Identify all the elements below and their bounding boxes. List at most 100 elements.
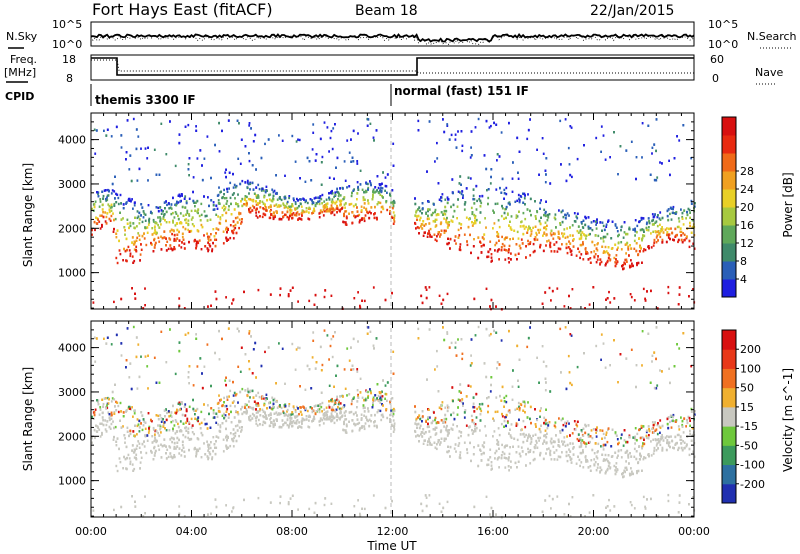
power-cell	[217, 202, 220, 205]
power-cell	[308, 160, 311, 163]
power-cell	[655, 241, 658, 244]
velocity-cell	[348, 359, 351, 362]
power-cell	[93, 203, 96, 206]
power-cell	[222, 230, 225, 233]
power-cell	[348, 212, 350, 215]
power-cell	[243, 290, 245, 294]
power-cell	[112, 212, 114, 215]
power-cell	[651, 213, 654, 216]
velocity-cell	[133, 412, 136, 415]
power-cell	[644, 248, 647, 252]
power-cell	[181, 235, 184, 239]
power-cell	[120, 297, 123, 301]
power-cell	[122, 217, 124, 220]
power-cell	[146, 226, 149, 229]
power-cell	[569, 307, 572, 310]
nsearch-tick-high: 10^5	[708, 18, 738, 31]
power-cell	[668, 227, 670, 231]
power-cell	[516, 258, 518, 261]
power-cell	[529, 241, 532, 244]
power-cell	[648, 221, 651, 225]
power-cell	[446, 216, 448, 220]
power-cell	[197, 211, 199, 215]
power-cell	[257, 183, 260, 187]
power-cell	[605, 225, 608, 228]
power-cell	[174, 224, 177, 227]
velocity-cell	[572, 442, 574, 445]
velocity-cell	[323, 408, 326, 411]
power-cell	[421, 212, 423, 215]
power-cell	[197, 208, 200, 211]
power-cell	[296, 206, 299, 210]
power-cell	[225, 226, 228, 230]
power-cell	[247, 197, 250, 201]
power-cell	[246, 179, 249, 183]
power-cell	[265, 185, 268, 188]
power-cell	[337, 191, 340, 194]
power-cell	[259, 206, 262, 209]
power-cell	[360, 210, 363, 213]
power-cell	[300, 205, 303, 208]
power-cell	[312, 210, 315, 213]
velocity-cell	[284, 382, 286, 385]
velocity-cell	[167, 455, 170, 459]
power-cell	[443, 217, 445, 220]
velocity-cell	[556, 458, 559, 461]
power-cell	[478, 195, 481, 198]
power-cell	[382, 171, 384, 174]
power-cell	[140, 248, 143, 251]
power-cell	[508, 121, 510, 125]
velocity-cell	[627, 454, 630, 458]
power-cell	[289, 289, 292, 292]
power-cell	[370, 183, 372, 187]
velocity-cell	[325, 411, 327, 414]
power-cell	[475, 208, 478, 211]
power-cell	[451, 178, 454, 181]
power-cell	[208, 235, 211, 239]
power-cell	[635, 177, 637, 181]
power-cell	[617, 173, 619, 176]
power-cell	[141, 220, 144, 224]
power-cell	[669, 237, 671, 241]
power-cell	[549, 182, 552, 185]
velocity-cell	[258, 395, 261, 399]
power-cell	[505, 236, 507, 239]
power-cell	[576, 229, 579, 233]
power-cell	[514, 200, 517, 203]
power-cell	[367, 202, 370, 205]
power-cell	[363, 191, 365, 194]
power-cell	[173, 216, 176, 219]
power-cell	[559, 223, 562, 226]
velocity-cell	[670, 426, 673, 429]
power-cell	[296, 210, 299, 214]
velocity-cell	[609, 364, 611, 367]
power-cell	[289, 208, 292, 212]
power-cell	[231, 193, 234, 196]
velocity-cell	[186, 417, 189, 420]
power-cell	[459, 243, 462, 246]
power-cell	[258, 187, 261, 191]
power-cell	[564, 118, 567, 121]
power-cell	[200, 213, 203, 217]
power-cell	[367, 182, 369, 186]
power-cell	[116, 229, 119, 232]
power-cell	[473, 198, 476, 201]
power-cell	[582, 241, 584, 244]
power-cell	[291, 134, 294, 138]
power-cell	[437, 182, 440, 185]
power-cell	[266, 189, 268, 192]
power-cell	[317, 196, 320, 199]
power-cell	[369, 122, 372, 125]
velocity-cell	[434, 416, 437, 420]
power-cell	[194, 209, 197, 212]
power-cell	[339, 194, 342, 197]
power-cell	[194, 205, 196, 208]
cpid-label: CPID	[5, 90, 34, 103]
power-cell	[328, 150, 330, 153]
power-cell	[246, 202, 248, 205]
power-cell	[311, 201, 314, 204]
power-cell	[522, 232, 525, 236]
power-cell	[113, 300, 115, 304]
power-cell	[518, 150, 521, 153]
power-cell	[238, 226, 240, 230]
